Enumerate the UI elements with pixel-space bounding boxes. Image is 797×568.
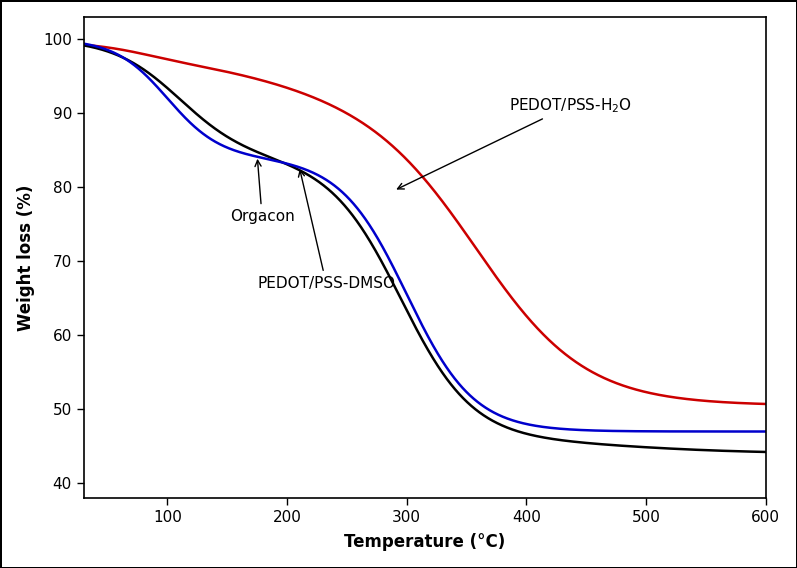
Y-axis label: Weight loss (%): Weight loss (%)	[17, 184, 34, 331]
Text: PEDOT/PSS-H$_2$O: PEDOT/PSS-H$_2$O	[398, 96, 631, 189]
Text: PEDOT/PSS-DMSO: PEDOT/PSS-DMSO	[257, 170, 395, 291]
X-axis label: Temperature (°C): Temperature (°C)	[344, 533, 505, 552]
Text: Orgacon: Orgacon	[230, 160, 294, 224]
